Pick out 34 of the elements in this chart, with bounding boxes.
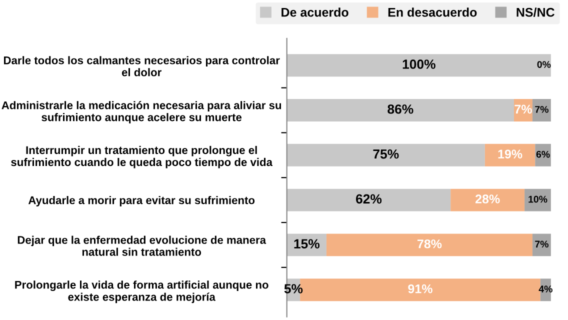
data-label: 28% bbox=[475, 194, 500, 204]
data-label: 100% bbox=[402, 60, 436, 69]
legend-label: NS/NC bbox=[516, 8, 554, 17]
data-label: 5% bbox=[284, 284, 303, 294]
data-label: 86% bbox=[388, 104, 414, 114]
data-label: 7% bbox=[535, 240, 548, 248]
bar bbox=[286, 54, 551, 77]
data-label: 0% bbox=[537, 61, 551, 68]
y-tick-label: Dejar que la enfermedad evolucione de manera natural sin tratamiento bbox=[18, 236, 266, 256]
data-label: 7% bbox=[514, 104, 532, 114]
data-label: 7% bbox=[535, 106, 548, 113]
y-tick-label: Prolongarle la vida de forma artificial aunque no existe esperanza de mejoría bbox=[15, 280, 268, 304]
data-label: 4% bbox=[538, 286, 552, 292]
y-tick-label: Administrarle la medicación necesaria para aliviar su sufrimiento aunque acelere su muerte bbox=[2, 100, 282, 124]
bar bbox=[450, 188, 525, 212]
data-label: 75% bbox=[373, 149, 399, 159]
legend-label: De acuerdo bbox=[282, 8, 348, 17]
data-label: 10% bbox=[528, 196, 548, 203]
y-tick-label: Darle todos los calmantes necesarios para controlar el dolor bbox=[4, 56, 280, 76]
y-tick-label: Ayudarle a morir para evitar su sufrimiento bbox=[28, 196, 255, 206]
data-label: 6% bbox=[536, 150, 550, 158]
data-label: 19% bbox=[498, 150, 522, 159]
data-label: 15% bbox=[294, 239, 320, 248]
bar bbox=[286, 144, 485, 166]
bar bbox=[326, 234, 532, 256]
bar bbox=[286, 188, 451, 212]
bar bbox=[524, 188, 551, 212]
data-label: 62% bbox=[356, 194, 382, 204]
data-label: 78% bbox=[417, 239, 442, 248]
data-label: 91% bbox=[408, 284, 432, 294]
y-tick-label: Interrumpir un tratamiento que prolongue el sufrimiento cuando le queda poco tiempo de vida bbox=[11, 146, 273, 168]
bar bbox=[484, 144, 536, 166]
legend-label: En desacuerdo bbox=[388, 8, 477, 17]
bar bbox=[286, 99, 514, 122]
